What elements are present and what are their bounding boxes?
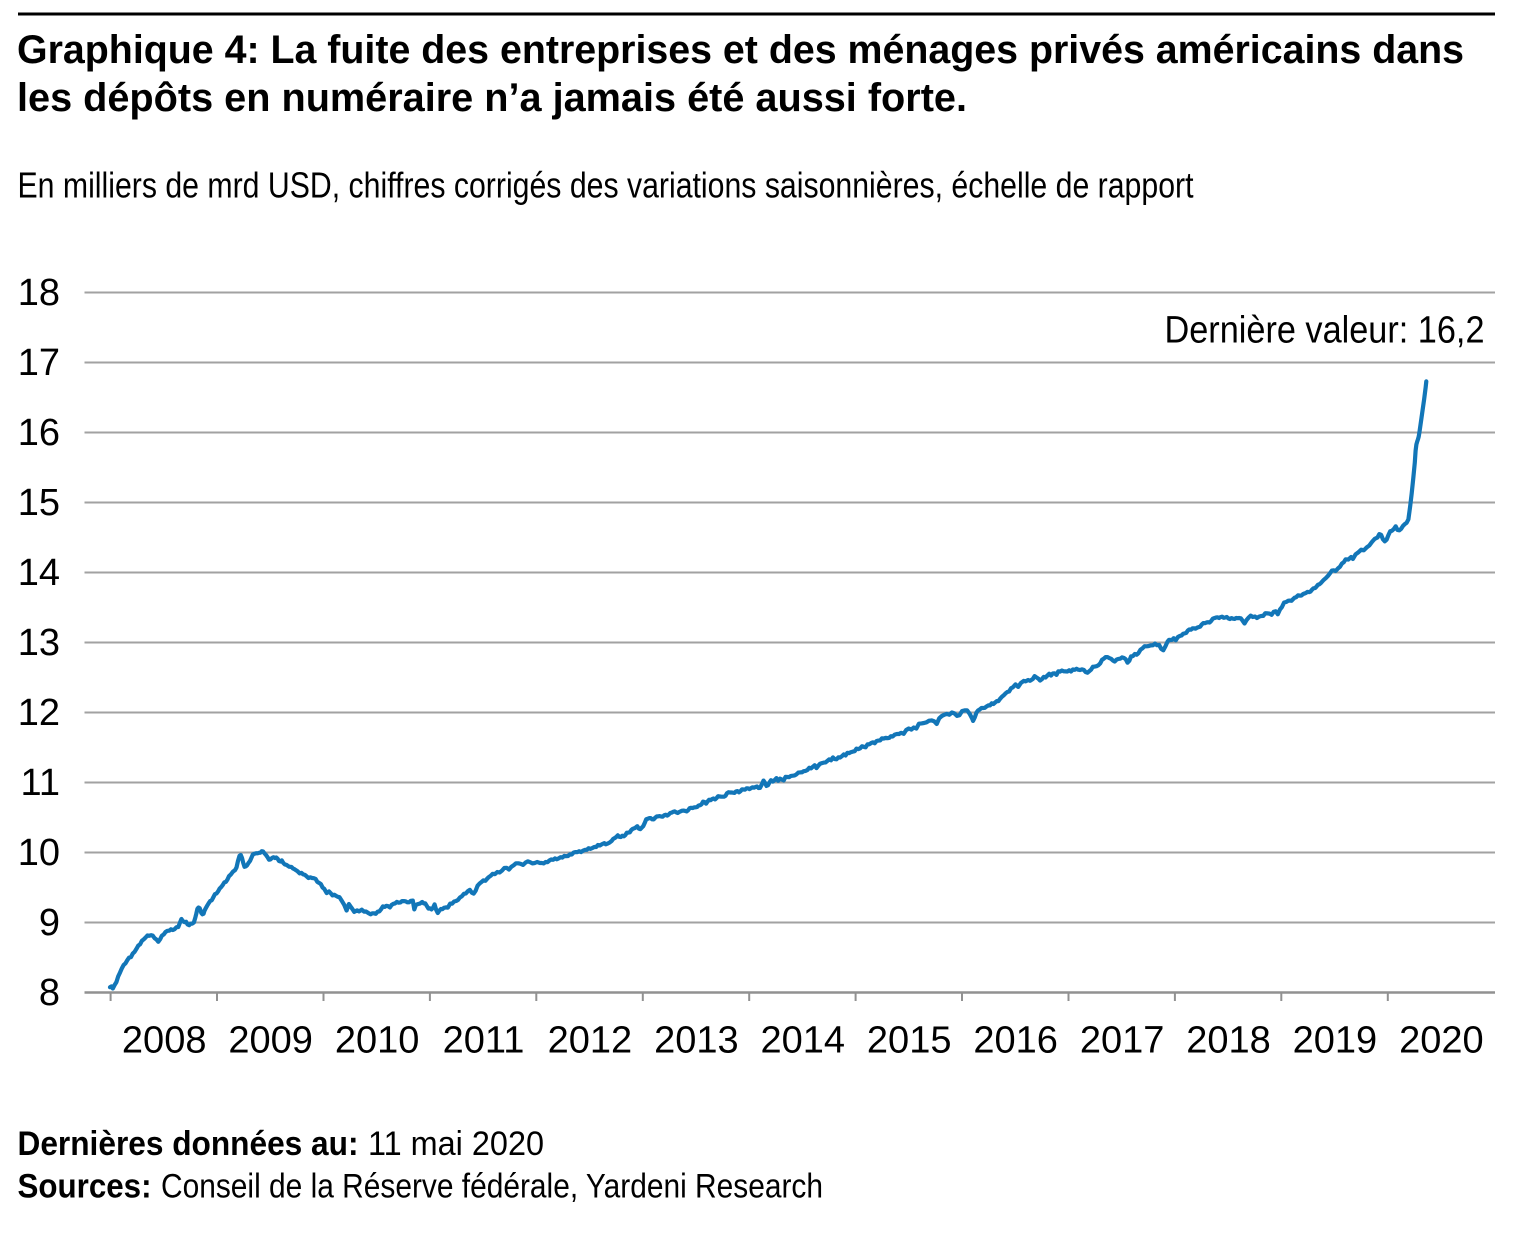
svg-text:2011: 2011	[443, 1020, 525, 1062]
svg-text:11 mai 2020: 11 mai 2020	[368, 1125, 544, 1163]
svg-text:2009: 2009	[228, 1020, 313, 1062]
svg-text:2010: 2010	[335, 1020, 420, 1062]
svg-text:11: 11	[21, 762, 60, 804]
svg-text:Dernière valeur: 16,2: Dernière valeur: 16,2	[1165, 310, 1485, 352]
svg-text:Dernières données au:: Dernières données au:	[18, 1125, 359, 1163]
svg-text:14: 14	[18, 552, 60, 594]
svg-text:2015: 2015	[867, 1020, 952, 1062]
svg-text:2014: 2014	[761, 1020, 846, 1062]
svg-text:9: 9	[39, 902, 60, 944]
svg-text:Sources:: Sources:	[18, 1168, 152, 1206]
svg-text:Conseil de la Réserve fédérale: Conseil de la Réserve fédérale, Yardeni …	[161, 1168, 823, 1206]
svg-text:2018: 2018	[1186, 1020, 1271, 1062]
svg-text:10: 10	[18, 832, 60, 874]
svg-text:2013: 2013	[654, 1020, 739, 1062]
svg-text:18: 18	[18, 272, 60, 314]
svg-text:17: 17	[18, 342, 60, 384]
svg-text:2020: 2020	[1399, 1020, 1484, 1062]
svg-text:les dépôts en numéraire n’a ja: les dépôts en numéraire n’a jamais été a…	[17, 76, 967, 120]
svg-text:2008: 2008	[122, 1020, 207, 1062]
svg-text:13: 13	[18, 622, 60, 664]
svg-text:8: 8	[39, 972, 60, 1014]
svg-text:Graphique 4: La fuite des entr: Graphique 4: La fuite des entreprises et…	[17, 28, 1464, 72]
svg-text:2012: 2012	[548, 1020, 633, 1062]
svg-text:En milliers de mrd USD, chiffr: En milliers de mrd USD, chiffres corrigé…	[18, 165, 1194, 206]
svg-text:2016: 2016	[973, 1020, 1058, 1062]
svg-text:2017: 2017	[1080, 1020, 1165, 1062]
svg-text:16: 16	[18, 412, 60, 454]
svg-text:15: 15	[18, 482, 60, 524]
svg-text:2019: 2019	[1293, 1020, 1378, 1062]
svg-text:12: 12	[18, 692, 60, 734]
